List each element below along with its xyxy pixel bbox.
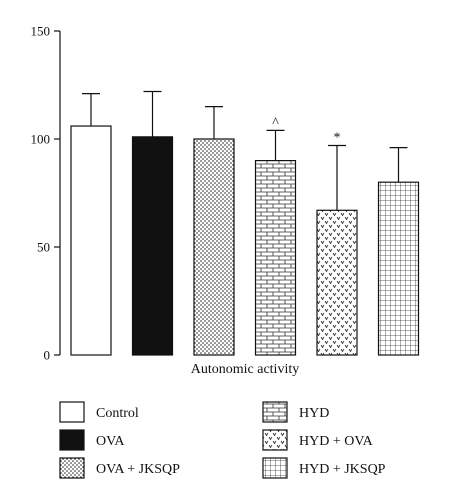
bar [193, 138, 235, 356]
bar [377, 181, 420, 356]
legend-swatch [59, 457, 85, 479]
bar [254, 160, 297, 356]
legend-label: HYD + OVA [299, 434, 374, 449]
y-tick-label: 0 [44, 348, 51, 363]
y-tick-label: 100 [31, 132, 51, 147]
legend-swatch [59, 401, 85, 423]
legend-label: OVA [96, 434, 125, 449]
legend-swatch [262, 429, 288, 451]
legend-swatch [59, 429, 85, 451]
legend-swatch [262, 457, 288, 479]
bar [70, 125, 112, 356]
significance-marker: * [334, 130, 341, 145]
y-tick-label: 150 [31, 24, 51, 39]
legend-label: Control [96, 406, 139, 421]
legend-label: OVA + JKSQP [96, 462, 180, 477]
bar [131, 136, 174, 356]
legend: Control OVA OVA + JKSQP HYD HYD + OVA HYD + J… [59, 401, 386, 479]
y-tick-label: 50 [37, 240, 50, 255]
significance-marker: ^ [272, 115, 279, 130]
x-axis-label: Autonomic activity [191, 362, 299, 377]
legend-label: HYD + JKSQP [299, 462, 386, 477]
plot-area: 0 50 100 150 ^ * Autonomic activity [31, 24, 420, 377]
bar [316, 209, 358, 356]
legend-label: HYD [299, 406, 329, 421]
legend-swatch [262, 401, 288, 423]
